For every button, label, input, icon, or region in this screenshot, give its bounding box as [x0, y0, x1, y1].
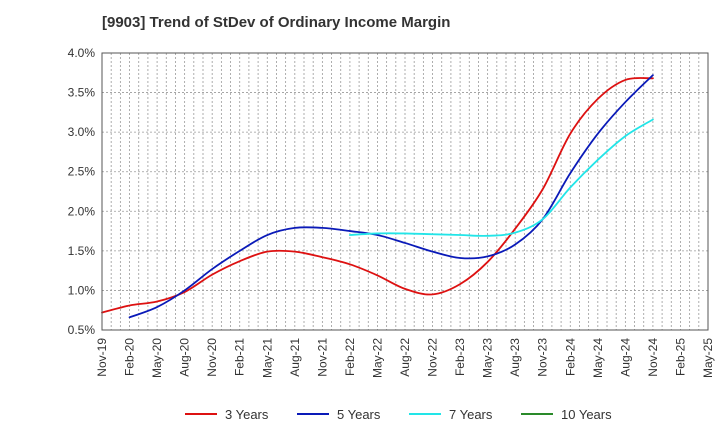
legend-label-7-years: 7 Years [449, 407, 493, 422]
x-tick-label: May-21 [260, 338, 274, 378]
x-tick-label: May-25 [701, 338, 715, 378]
x-tick-label: May-22 [370, 338, 384, 378]
x-tick-label: Feb-23 [453, 338, 467, 376]
plot-border [101, 52, 709, 331]
legend-label-5-years: 5 Years [337, 407, 381, 422]
y-tick-label: 1.5% [68, 244, 96, 258]
series-line-5-years [128, 74, 654, 319]
x-tick-label: Nov-20 [205, 338, 219, 377]
x-tick-label: Aug-20 [178, 338, 192, 377]
legend-label-10-years: 10 Years [561, 407, 612, 422]
series-line-3-years [101, 77, 654, 314]
y-tick-label: 3.5% [68, 86, 96, 100]
legend-label-3-years: 3 Years [225, 407, 269, 422]
y-tick-label: 4.0% [68, 46, 96, 60]
x-tick-label: Aug-24 [618, 338, 632, 377]
plot-area [102, 53, 708, 330]
x-tick-label: May-20 [150, 338, 164, 378]
x-tick-label: Feb-24 [563, 338, 577, 376]
x-tick-label: Aug-22 [398, 338, 412, 377]
x-tick-label: Nov-24 [646, 338, 660, 377]
x-tick-label: Feb-20 [123, 338, 137, 376]
series-line-7-years [349, 118, 654, 237]
x-tick-label: Nov-23 [536, 338, 550, 377]
x-tick-label: May-23 [481, 338, 495, 378]
y-tick-label: 0.5% [68, 323, 96, 337]
series-layer [101, 74, 654, 319]
y-tick-label: 2.0% [68, 204, 96, 218]
x-tick-label: Nov-21 [315, 338, 329, 377]
grid-layer [102, 53, 708, 330]
chart-title: [9903] Trend of StDev of Ordinary Income… [102, 14, 451, 31]
x-tick-label: Nov-19 [95, 338, 109, 377]
x-tick-label: May-24 [591, 338, 605, 378]
y-tick-label: 3.0% [68, 125, 96, 139]
x-tick-label: Feb-21 [233, 338, 247, 376]
x-tick-label: Feb-25 [673, 338, 687, 376]
x-tick-label: Aug-23 [508, 338, 522, 377]
x-tick-label: Aug-21 [288, 338, 302, 377]
x-tick-label: Nov-22 [426, 338, 440, 377]
legend-layer: 3 Years 5 Years 7 Years 10 Years [185, 407, 612, 422]
axis-layer: 4.0% 3.5% 3.0% 2.5% 2.0% 1.5% 1.0% 0.5%Nov-19 Fe… [68, 46, 715, 378]
x-tick-label: Feb-22 [343, 338, 357, 376]
y-tick-label: 2.5% [68, 165, 96, 179]
y-tick-label: 1.0% [68, 283, 96, 297]
